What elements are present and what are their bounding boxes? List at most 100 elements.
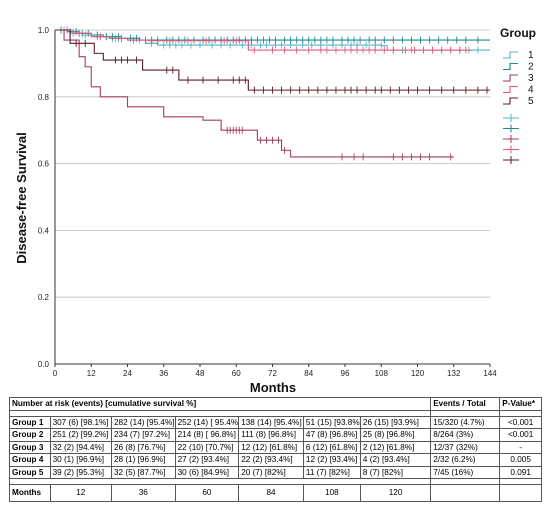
risk-row-label: Group 3 — [9, 440, 51, 454]
risk-cell: 47 (8) [96.8%] — [302, 428, 361, 442]
risk-row-label: Group 1 — [9, 415, 51, 429]
y-tick-label: 0.6 — [38, 160, 50, 169]
survival-chart: 0 12 24 36 48 60 72 84 96 108 120 132 144 0.00.20.40… — [14, 26, 536, 395]
risk-cell: 32 (2) [94.4%] — [49, 440, 112, 454]
legend-swatch — [503, 97, 518, 105]
risk-cell: 12 (12) [61.8%] — [238, 440, 304, 454]
risk-cell: 2 (12) [61.8%] — [359, 440, 432, 454]
risk-row-label: Group 4 — [9, 453, 51, 467]
risk-cell: 28 (1) [96.9%] — [110, 453, 176, 467]
legend-label: 5 — [528, 96, 534, 107]
x-tick-label: 60 — [232, 369, 241, 378]
risk-cell: 20 (7) [82%] — [238, 465, 304, 479]
series-group-2 — [55, 26, 490, 44]
risk-cell: 6 (12) [61.8%] — [302, 440, 361, 454]
months-cell: 108 — [302, 484, 361, 502]
grid-lines — [55, 29, 490, 298]
months-row: Months 12 36 60 84 108 120 — [9, 484, 542, 502]
risk-cell: 8 (7) [82%] — [359, 465, 432, 479]
events-cell: 7/45 (16%) — [430, 465, 501, 479]
legend-item-4: 4 — [503, 85, 534, 96]
months-cell: 60 — [174, 484, 240, 502]
x-tick-label: 144 — [483, 369, 497, 378]
risk-row: Group 3 32 (2) [94.4%] 26 (8) [76.7%] 22 (1… — [9, 440, 542, 454]
legend-label: 1 — [528, 50, 534, 61]
legend-item-3: 3 — [503, 73, 534, 84]
series-line-4 — [55, 29, 472, 51]
months-cell: 84 — [238, 484, 304, 502]
months-empty-events — [430, 484, 501, 502]
y-tick-label: 0.2 — [38, 293, 50, 302]
risk-cell: 26 (8) [76.7%] — [110, 440, 176, 454]
risk-cell: 25 (8) [96.8%] — [359, 428, 432, 442]
p-value-cell: 0.005 — [499, 453, 542, 467]
y-axis-title: Disease-free Survival — [14, 132, 29, 264]
risk-table: Number at risk (events) [cumulative surv… — [8, 397, 542, 502]
spacer-cell — [499, 410, 542, 417]
x-tick-labels: 0 12 24 36 48 60 72 84 96 108 120 132 144 — [53, 369, 497, 378]
legend-swatch — [503, 85, 518, 94]
x-tick-label: 132 — [447, 369, 461, 378]
risk-row: Group 4 30 (1) [96.9%] 28 (1) [96.9%] 27 (2… — [9, 453, 542, 467]
risk-cell: 11 (7) [82%] — [302, 465, 361, 479]
risk-cell: 51 (15) [93.8%] — [302, 415, 361, 429]
risk-cell: 282 (14) [95.4%] — [110, 415, 176, 429]
risk-cell: 12 (2) [93.4%] — [302, 453, 361, 467]
events-cell: 15/320 (4.7%) — [430, 415, 501, 429]
axes — [54, 30, 491, 367]
risk-cell: 252 (14) [ 95.4%] — [174, 415, 240, 429]
risk-table-body: Group 1 307 (6) [98.1%] 282 (14) [95.4%] 25… — [9, 415, 542, 479]
risk-cell: 234 (7) [97.2%] — [110, 428, 176, 442]
risk-cell: 30 (6) [84.9%] — [174, 465, 240, 479]
events-cell: 8/264 (3%) — [430, 428, 501, 442]
risk-row: Group 2 251 (2) [99.2%] 234 (7) [97.2%] 214… — [9, 428, 542, 442]
risk-cell: 22 (2) [93.4%] — [238, 453, 304, 467]
risk-cell: 251 (2) [99.2%] — [49, 428, 112, 442]
risk-cell: 138 (14) [95.4%] — [238, 415, 304, 429]
risk-cell: 307 (6) [98.1%] — [49, 415, 112, 429]
x-tick-label: 36 — [159, 369, 168, 378]
y-tick-label: 0.0 — [38, 360, 50, 369]
spacer-cell — [430, 410, 501, 417]
risk-cell: 39 (2) [95.3%] — [49, 465, 112, 479]
months-cell: 36 — [110, 484, 176, 502]
months-empty-p — [499, 484, 542, 502]
months-cell: 120 — [359, 484, 432, 502]
legend-label: 3 — [528, 73, 534, 84]
risk-cell: 27 (2) [93.4%] — [174, 453, 240, 467]
y-tick-label: 1.0 — [38, 26, 50, 35]
legend-label: 4 — [528, 85, 534, 96]
risk-table-header: Number at risk (events) [cumulative surv… — [8, 397, 542, 411]
risk-cell: 214 (8) [ 96.8%] — [174, 428, 240, 442]
series-line-3 — [55, 29, 454, 158]
y-tick-label: 0.4 — [38, 226, 50, 235]
legend-swatch — [503, 62, 518, 71]
risk-cell: 22 (10) [70.7%] — [174, 440, 240, 454]
risk-cell: 30 (1) [96.9%] — [49, 453, 112, 467]
x-axis-title: Months — [250, 380, 296, 395]
series-group-3 — [55, 29, 454, 161]
x-tick-label: 0 — [53, 369, 58, 378]
x-tick-label: 72 — [268, 369, 277, 378]
y-tick-label: 0.8 — [38, 93, 50, 102]
legend-title: Group — [500, 26, 536, 40]
risk-cell: 111 (8) [96.8%] — [238, 428, 304, 442]
risk-row-label: Group 5 — [9, 465, 51, 479]
risk-cell: 4 (2) [93.4%] — [359, 453, 432, 467]
series-group-4 — [55, 26, 472, 54]
legend-censored-2 — [503, 124, 519, 133]
risk-row: Group 1 307 (6) [98.1%] 282 (14) [95.4%] 25… — [9, 415, 542, 429]
p-value-cell: <0.001 — [499, 415, 542, 429]
legend-swatch — [503, 74, 518, 82]
legend-swatch — [503, 51, 518, 59]
legend-item-1: 1 — [503, 50, 534, 61]
legend-censored-3 — [503, 135, 519, 143]
series-group-5 — [55, 29, 490, 94]
series-line-5 — [55, 29, 490, 91]
x-tick-label: 96 — [341, 369, 350, 378]
legend-item-5: 5 — [503, 96, 534, 107]
x-tick-label: 120 — [411, 369, 425, 378]
x-tick-label: 48 — [196, 369, 205, 378]
x-tick-label: 12 — [87, 369, 96, 378]
